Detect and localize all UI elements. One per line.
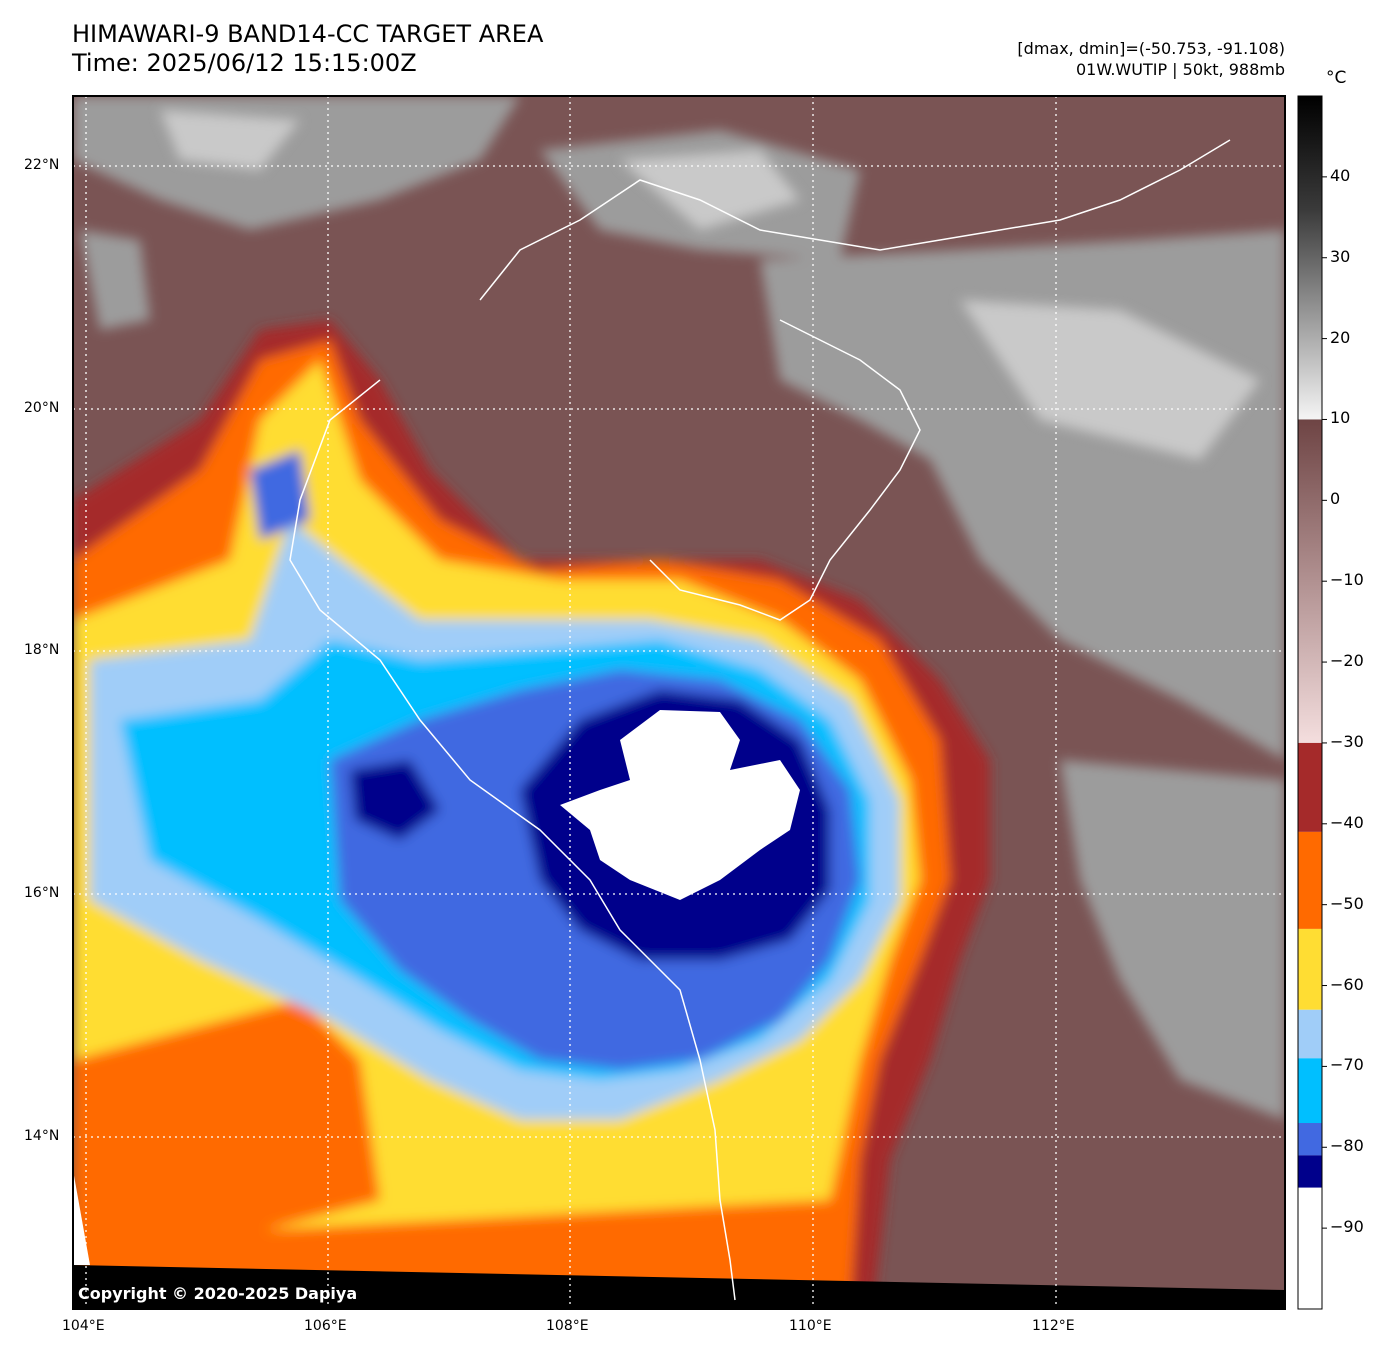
lat-label-18: 18°N: [24, 642, 60, 658]
colorbar-tick-label: −90: [1330, 1217, 1364, 1237]
colorbar-tick-label: −10: [1330, 570, 1364, 590]
gridlines: [73, 96, 1285, 1309]
swath-edge-left: [73, 1170, 90, 1265]
title-line-2: Time: 2025/06/12 15:15:00Z: [72, 49, 417, 77]
colorbar-tick-label: −80: [1330, 1136, 1364, 1156]
colorbar-tick-label: −60: [1330, 974, 1364, 994]
colorbar-tick-label: 10: [1330, 408, 1351, 428]
colorbar-band-5: [1298, 1009, 1322, 1059]
colorbar-tick-label: −70: [1330, 1055, 1364, 1075]
colorbar-band-9: [1298, 1187, 1322, 1309]
colorbar-tick-label: 0: [1330, 489, 1341, 509]
colorbar-band-2: [1298, 742, 1322, 832]
colorbar-tick-label: −40: [1330, 812, 1364, 832]
colorbar-tick-label: 40: [1330, 165, 1351, 185]
colorbar-tick-label: 20: [1330, 327, 1351, 347]
colorbar-tick-label: −30: [1330, 731, 1364, 751]
lon-label-110: 110°E: [789, 1318, 832, 1334]
colorbar-band-6: [1298, 1058, 1322, 1124]
colorbar-tick-label: 30: [1330, 246, 1351, 266]
colorbar-band-7: [1298, 1123, 1322, 1156]
storm-bands: [73, 320, 990, 1309]
lat-label-14: 14°N: [24, 1128, 60, 1144]
imagery: [73, 96, 1285, 1309]
storm-line: 01W.WUTIP | 50kt, 988mb: [1075, 60, 1285, 79]
lat-label-22: 22°N: [24, 157, 60, 173]
colorbar-band-3: [1298, 831, 1322, 929]
colorbar-band-4: [1298, 928, 1322, 1010]
colorbar-band-0: [1298, 96, 1322, 420]
coastlines: [289, 139, 1231, 1301]
colorbar-band-8: [1298, 1155, 1322, 1188]
cold-cloud-core: [560, 710, 800, 900]
stats-block: [dmax, dmin]=(-50.753, -91.108) 01W.WUTI…: [1017, 38, 1285, 80]
title-line-1: HIMAWARI-9 BAND14-CC TARGET AREA: [72, 20, 544, 48]
stats-line: [dmax, dmin]=(-50.753, -91.108): [1017, 39, 1285, 58]
colorbar: [1297, 95, 1327, 1310]
colorbar-tick-label: −20: [1330, 651, 1364, 671]
lon-label-108: 108°E: [546, 1318, 589, 1334]
colorbar-band-1: [1298, 419, 1322, 743]
lon-label-104: 104°E: [62, 1318, 105, 1334]
swath-edge: [73, 1265, 1285, 1309]
lon-label-106: 106°E: [304, 1318, 347, 1334]
copyright-text: Copyright © 2020-2025 Dapiya: [78, 1284, 358, 1303]
light-cloud-areas: [160, 110, 1260, 460]
lat-label-20: 20°N: [24, 400, 60, 416]
colorbar-unit: °C: [1326, 68, 1347, 88]
lon-label-112: 112°E: [1032, 1318, 1075, 1334]
colorbar-tick-label: −50: [1330, 893, 1364, 913]
map-title: HIMAWARI-9 BAND14-CC TARGET AREA Time: 2…: [72, 20, 543, 78]
lat-label-16: 16°N: [24, 885, 60, 901]
colorbar-frame: [1297, 95, 1323, 1310]
map-frame: [72, 95, 1286, 1310]
